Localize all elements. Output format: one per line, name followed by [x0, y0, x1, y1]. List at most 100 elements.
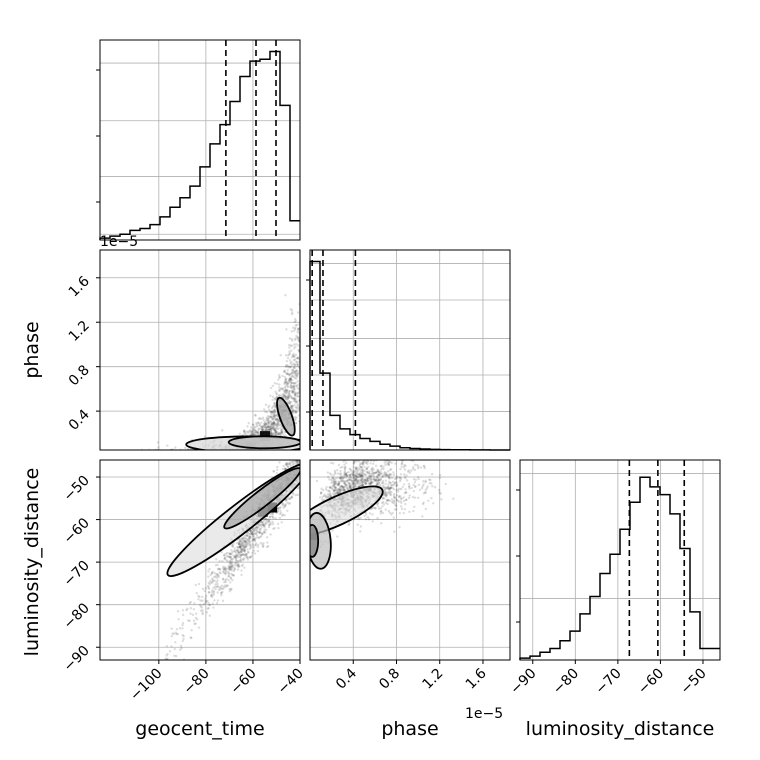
sample-point	[241, 553, 244, 556]
sample-point	[285, 364, 288, 368]
sample-point	[367, 481, 371, 485]
sample-point	[278, 376, 281, 379]
sample-point	[290, 406, 293, 409]
sample-point	[271, 426, 275, 429]
sample-point	[400, 462, 403, 466]
sample-point	[323, 493, 327, 496]
sample-point	[409, 469, 413, 472]
sample-point	[386, 499, 390, 502]
sample-point	[353, 460, 356, 464]
sample-point	[228, 566, 232, 569]
sample-point	[274, 418, 277, 421]
sample-point	[288, 373, 291, 376]
sample-point	[412, 489, 416, 493]
sample-point	[411, 495, 415, 499]
sample-point	[253, 426, 256, 429]
sample-point	[243, 539, 247, 543]
sample-point	[332, 462, 335, 465]
sample-point	[333, 484, 336, 487]
sample-point	[339, 491, 342, 494]
sample-point	[400, 465, 403, 468]
sample-point	[291, 460, 295, 464]
sample-point	[254, 532, 257, 536]
sample-point	[354, 478, 357, 482]
sample-point	[250, 430, 254, 433]
sample-point	[295, 369, 299, 372]
sample-point	[369, 482, 372, 486]
sample-point	[390, 498, 394, 501]
sample-point	[347, 478, 351, 482]
sample-point	[260, 535, 263, 538]
sample-point	[243, 546, 247, 549]
sample-point	[433, 486, 437, 489]
sample-point	[368, 474, 371, 478]
sample-point	[424, 491, 427, 495]
sample-point	[170, 635, 173, 638]
sample-point	[336, 488, 340, 491]
sample-point	[286, 373, 289, 376]
sample-point	[331, 484, 335, 487]
sample-point	[296, 380, 300, 383]
sample-point	[258, 531, 261, 534]
sample-point	[366, 476, 369, 480]
sample-point	[350, 479, 354, 483]
sample-point	[179, 644, 183, 648]
xtick-label-geocent-1: −80	[181, 666, 213, 698]
sample-point	[209, 573, 212, 577]
sample-point	[364, 461, 368, 465]
sample-point	[271, 421, 274, 425]
sample-point	[355, 478, 358, 481]
sample-point	[247, 432, 250, 435]
sample-point	[301, 349, 303, 351]
sample-point	[381, 474, 385, 478]
sample-point	[260, 532, 264, 536]
sample-point	[399, 500, 402, 503]
sample-point	[422, 501, 425, 504]
sample-point	[239, 543, 242, 546]
sample-point	[384, 486, 388, 489]
sample-point	[344, 473, 348, 477]
sample-point	[339, 466, 342, 469]
sample-point	[360, 462, 364, 466]
sample-point	[368, 482, 372, 485]
sample-point	[217, 575, 220, 579]
sample-point	[292, 382, 296, 385]
sample-point	[239, 557, 243, 561]
sample-point	[289, 460, 292, 464]
sample-point	[339, 474, 343, 478]
sample-point	[276, 468, 279, 471]
sample-point	[352, 479, 356, 482]
sample-point	[452, 497, 455, 500]
sample-point	[384, 491, 387, 495]
sample-point	[297, 383, 300, 386]
sample-point	[280, 427, 283, 431]
sample-point	[349, 484, 352, 487]
sample-point	[357, 476, 361, 479]
sample-point	[418, 488, 422, 492]
sample-point	[294, 394, 297, 398]
xtick-label-lumdist-hist-1: −80	[550, 666, 582, 698]
sample-point	[235, 554, 238, 558]
sample-point	[334, 482, 338, 485]
sample-point	[201, 609, 204, 612]
sample-point	[241, 536, 244, 540]
sample-point	[326, 489, 329, 492]
sample-point	[384, 494, 388, 497]
sample-point	[238, 543, 241, 546]
sample-point	[208, 583, 211, 586]
sample-point	[293, 397, 296, 400]
sample-point	[276, 424, 279, 427]
sample-point	[333, 469, 337, 473]
sample-point	[375, 475, 379, 478]
sample-point	[290, 496, 294, 499]
sample-point	[288, 389, 292, 393]
sample-point	[358, 472, 362, 476]
xtick-label-geocent-2: −60	[228, 666, 260, 698]
sample-point	[264, 522, 268, 526]
sample-point	[325, 496, 329, 500]
sample-point	[221, 587, 224, 590]
sample-point	[340, 480, 343, 483]
sample-point	[285, 463, 289, 467]
sample-point	[266, 518, 270, 521]
sample-point	[192, 619, 196, 622]
